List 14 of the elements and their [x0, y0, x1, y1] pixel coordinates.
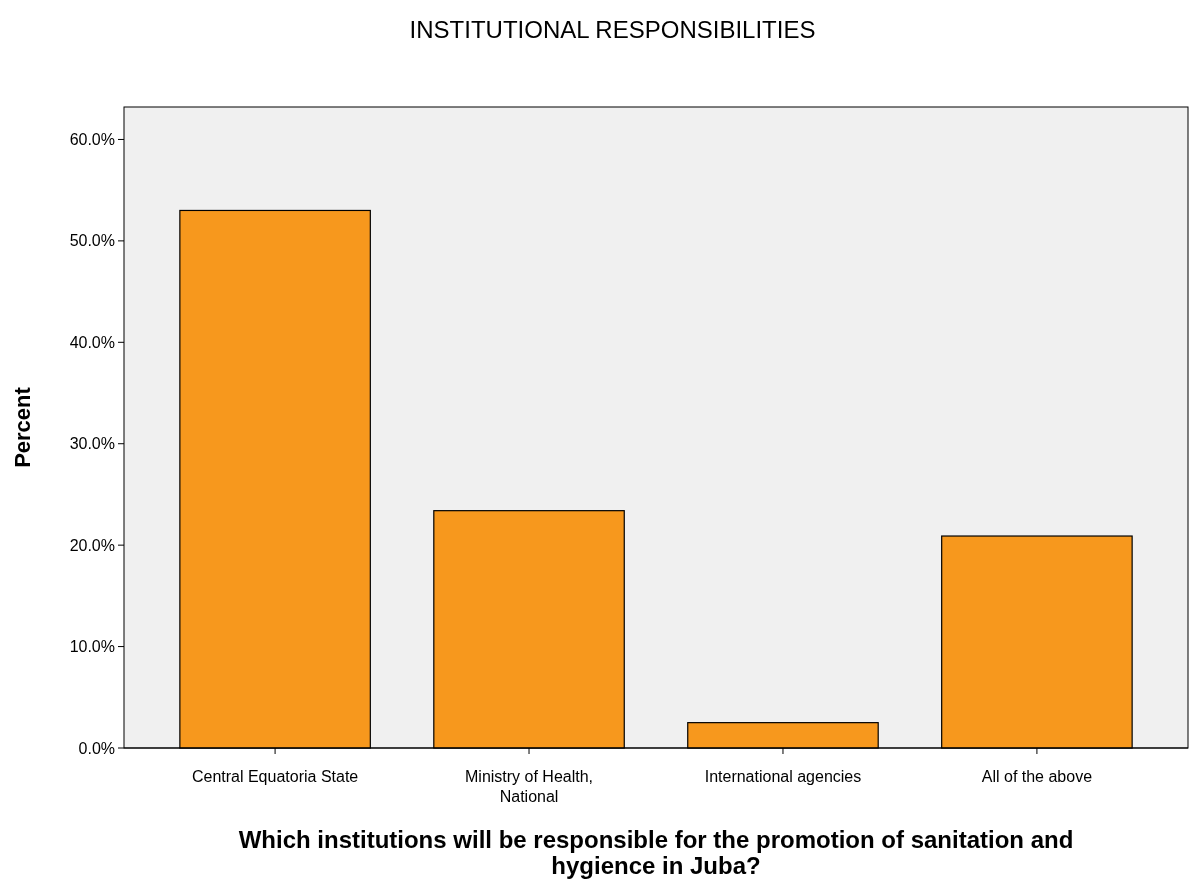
chart-title: INSTITUTIONAL RESPONSIBILITIES	[409, 16, 816, 43]
y-tick-label: 40.0%	[69, 333, 115, 351]
x-tick-label: International agencies	[704, 768, 862, 785]
x-tick-label: Ministry of Health, National	[465, 768, 594, 805]
x-axis-title: Which institutions will be responsible for the promotion of sanitation and hygience in Juba?	[238, 826, 1074, 879]
y-tick-label: 30.0%	[69, 435, 115, 453]
x-tick-label: All of the above	[981, 768, 1093, 785]
y-tick-label: 60.0%	[69, 131, 115, 149]
y-axis-title: Percent	[10, 386, 35, 468]
y-tick-label: 50.0%	[69, 232, 115, 250]
x-tick-label: Central Equatoria State	[191, 768, 359, 785]
y-tick-label: 10.0%	[69, 638, 115, 656]
y-tick-label: 0.0%	[78, 739, 115, 757]
y-tick-label: 20.0%	[69, 536, 115, 554]
